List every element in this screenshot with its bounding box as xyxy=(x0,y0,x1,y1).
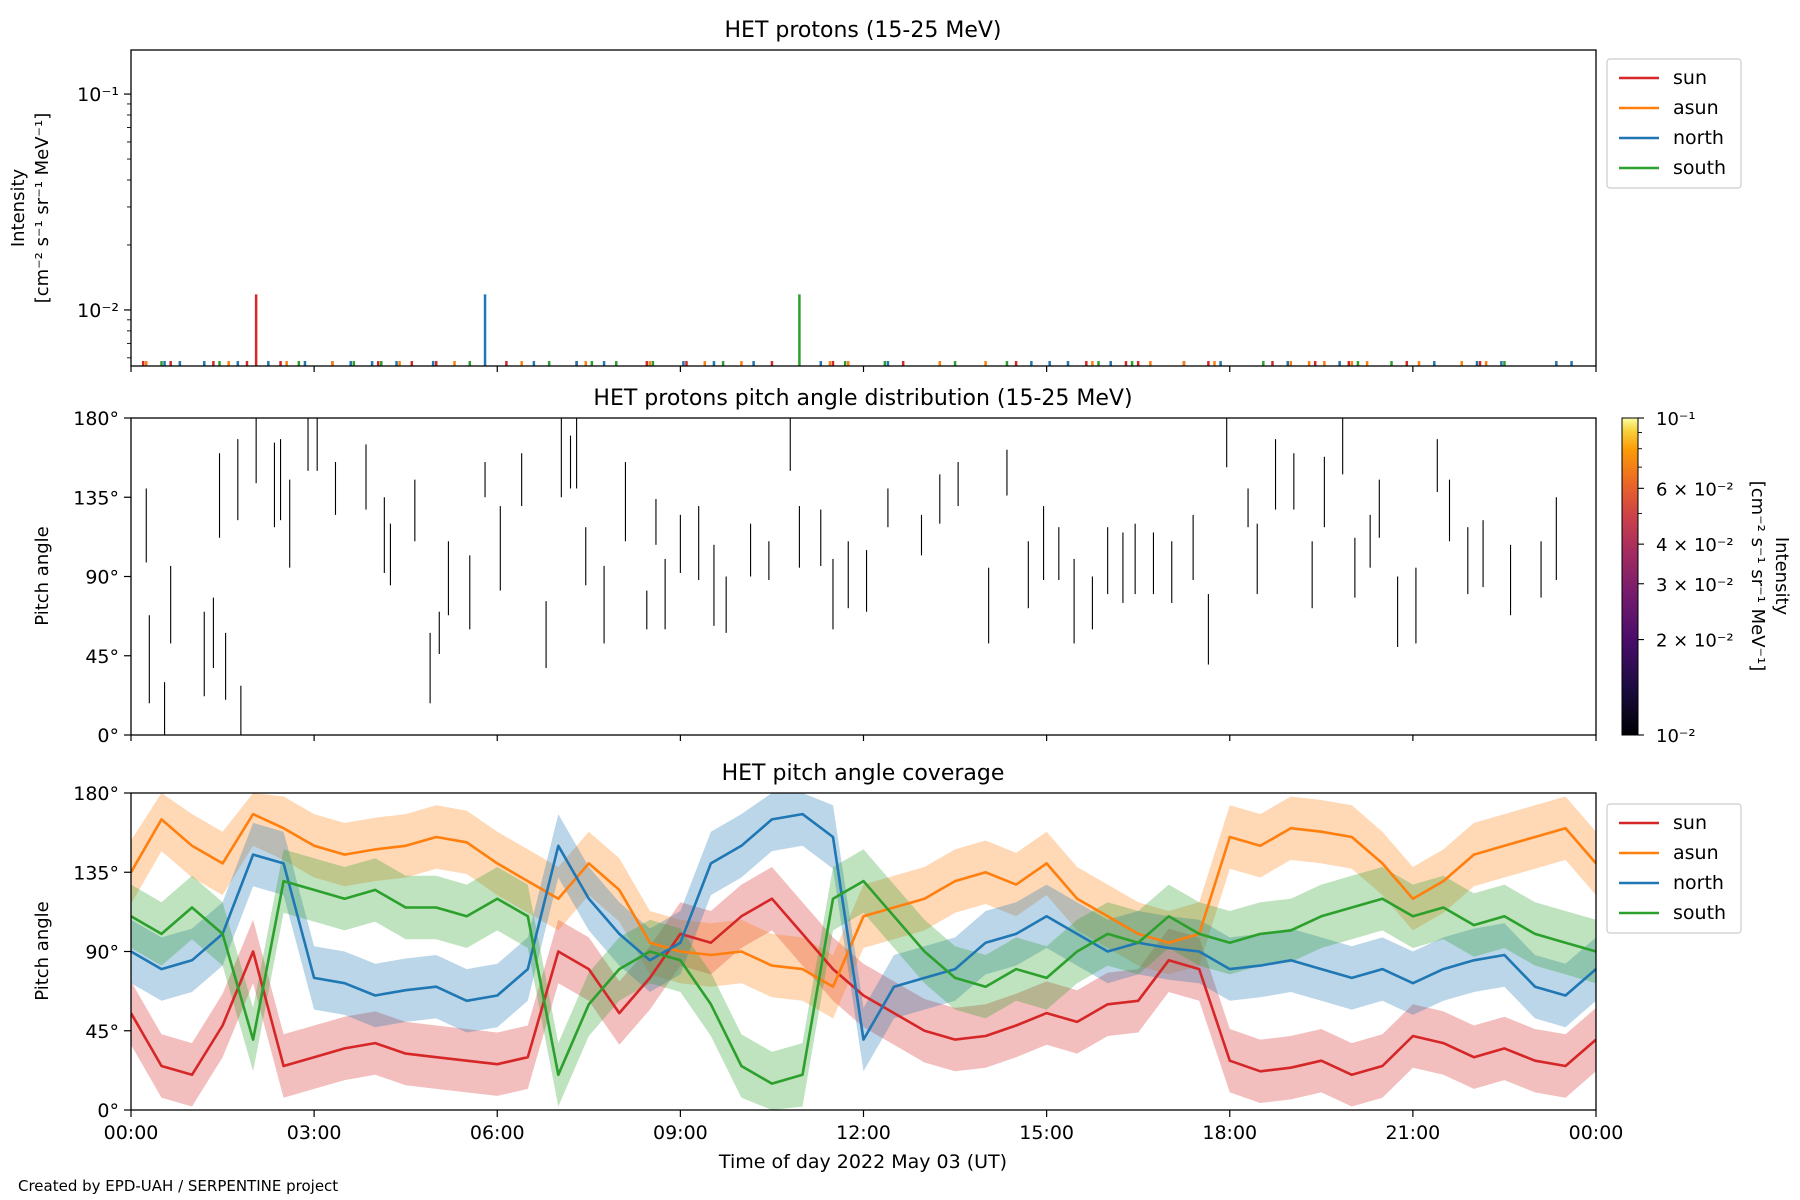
legend-label-asun: asun xyxy=(1673,97,1719,119)
panel1-ylabel-2: [cm⁻² s⁻¹ sr⁻¹ MeV⁻¹] xyxy=(32,113,53,304)
panel1-legend: sun asun north south xyxy=(1606,58,1742,189)
coverage-line-sun xyxy=(131,897,1596,1077)
coverage-line-asun xyxy=(131,812,1596,988)
colorbar-tick-label: 6 × 10⁻² xyxy=(1656,479,1734,500)
coverage-band-sun xyxy=(131,867,1596,1107)
xtick-label: 09:00 xyxy=(653,1122,708,1144)
coverage-band-north xyxy=(131,793,1596,1072)
legend-label-south: south xyxy=(1673,902,1726,924)
panel1-ylabel-1: Intensity xyxy=(8,168,29,247)
colorbar-tick-label: 2 × 10⁻² xyxy=(1656,631,1734,652)
panel2-ytick-label: 0° xyxy=(97,725,119,747)
colorbar-tick-label: 3 × 10⁻² xyxy=(1656,575,1734,596)
colorbar-tick-label: 4 × 10⁻² xyxy=(1656,535,1734,556)
xtick-label: 00:00 xyxy=(104,1122,159,1144)
panel1-ytick-label: 10⁻¹ xyxy=(77,84,119,106)
xtick-label: 06:00 xyxy=(470,1122,525,1144)
xtick-label: 15:00 xyxy=(1019,1122,1074,1144)
coverage-line-south xyxy=(131,879,1596,1085)
panel2-ytick-label: 135° xyxy=(73,487,119,509)
coverage-line-north xyxy=(131,812,1596,1041)
panel3-ytick-label: 90° xyxy=(85,942,119,964)
panel2-frame xyxy=(130,417,1597,736)
panel1-ytick-label: 10⁻² xyxy=(77,300,119,322)
colorbar-label-1: Intensity xyxy=(1771,537,1792,616)
panel3-legend: sun asun north south xyxy=(1606,803,1742,934)
coverage-band-south xyxy=(131,849,1596,1110)
panel3-ytick-label: 0° xyxy=(97,1100,119,1122)
panel3-ytick-label: 135° xyxy=(73,862,119,884)
panel2-ytick-label: 180° xyxy=(73,408,119,430)
colorbar xyxy=(1621,417,1639,736)
panel2-title: HET protons pitch angle distribution (15… xyxy=(593,386,1132,411)
xaxis-label: Time of day 2022 May 03 (UT) xyxy=(718,1151,1007,1173)
legend-label-sun: sun xyxy=(1673,812,1707,834)
panel3-ylabel: Pitch angle xyxy=(32,901,53,1000)
legend-label-north: north xyxy=(1673,872,1724,894)
panel3-ytick-label: 45° xyxy=(85,1021,119,1043)
panel1-title: HET protons (15-25 MeV) xyxy=(725,18,1002,43)
xtick-label: 18:00 xyxy=(1202,1122,1257,1144)
colorbar-tick-label: 10⁻² xyxy=(1656,726,1696,747)
panel2-ytick-label: 45° xyxy=(85,646,119,668)
legend-label-sun: sun xyxy=(1673,67,1707,89)
colorbar-tick-label: 10⁻¹ xyxy=(1656,409,1696,430)
panel3-ytick-label: 180° xyxy=(73,783,119,805)
colorbar-label-2: [cm⁻² s⁻¹ sr⁻¹ MeV⁻¹] xyxy=(1747,481,1768,672)
xtick-label: 00:00 xyxy=(1569,1122,1624,1144)
panel2-ylabel: Pitch angle xyxy=(32,526,53,625)
coverage-band-asun xyxy=(131,793,1596,1019)
xtick-label: 12:00 xyxy=(836,1122,891,1144)
legend-label-south: south xyxy=(1673,157,1726,179)
legend-label-north: north xyxy=(1673,127,1724,149)
legend-label-asun: asun xyxy=(1673,842,1719,864)
panel3-title: HET pitch angle coverage xyxy=(722,761,1005,786)
footer-credit: Created by EPD-UAH / SERPENTINE project xyxy=(18,1177,338,1195)
panel1-frame xyxy=(130,49,1597,367)
panel2-ytick-label: 90° xyxy=(85,567,119,589)
xtick-label: 03:00 xyxy=(287,1122,342,1144)
xtick-label: 21:00 xyxy=(1385,1122,1440,1144)
